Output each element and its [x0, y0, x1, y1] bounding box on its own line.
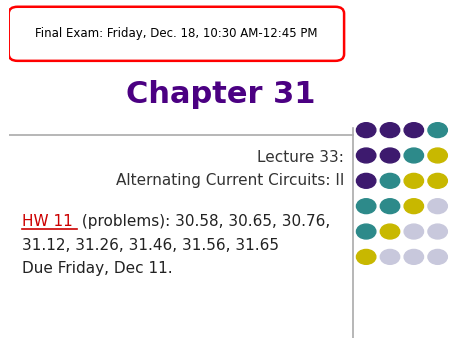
Circle shape — [404, 148, 423, 163]
Circle shape — [380, 173, 400, 188]
Circle shape — [380, 148, 400, 163]
Circle shape — [428, 224, 447, 239]
Text: HW 11: HW 11 — [22, 214, 73, 229]
Circle shape — [404, 224, 423, 239]
Circle shape — [428, 173, 447, 188]
Circle shape — [428, 148, 447, 163]
Circle shape — [356, 224, 376, 239]
Circle shape — [404, 123, 423, 138]
Circle shape — [404, 173, 423, 188]
Circle shape — [380, 249, 400, 264]
Circle shape — [428, 249, 447, 264]
Circle shape — [428, 123, 447, 138]
Circle shape — [380, 123, 400, 138]
Text: Chapter 31: Chapter 31 — [126, 80, 315, 109]
Text: Alternating Current Circuits: II: Alternating Current Circuits: II — [116, 173, 344, 188]
Circle shape — [428, 199, 447, 214]
Circle shape — [356, 199, 376, 214]
Circle shape — [356, 173, 376, 188]
Circle shape — [356, 148, 376, 163]
Circle shape — [380, 199, 400, 214]
Circle shape — [380, 224, 400, 239]
Text: 31.12, 31.26, 31.46, 31.56, 31.65: 31.12, 31.26, 31.46, 31.56, 31.65 — [22, 238, 279, 252]
Text: Final Exam: Friday, Dec. 18, 10:30 AM-12:45 PM: Final Exam: Friday, Dec. 18, 10:30 AM-12… — [35, 27, 318, 40]
Text: Lecture 33:: Lecture 33: — [257, 150, 344, 165]
Circle shape — [356, 249, 376, 264]
Circle shape — [356, 123, 376, 138]
Circle shape — [404, 249, 423, 264]
Text: (problems): 30.58, 30.65, 30.76,: (problems): 30.58, 30.65, 30.76, — [77, 214, 330, 229]
FancyBboxPatch shape — [9, 7, 344, 61]
Text: Due Friday, Dec 11.: Due Friday, Dec 11. — [22, 261, 173, 276]
Circle shape — [404, 199, 423, 214]
